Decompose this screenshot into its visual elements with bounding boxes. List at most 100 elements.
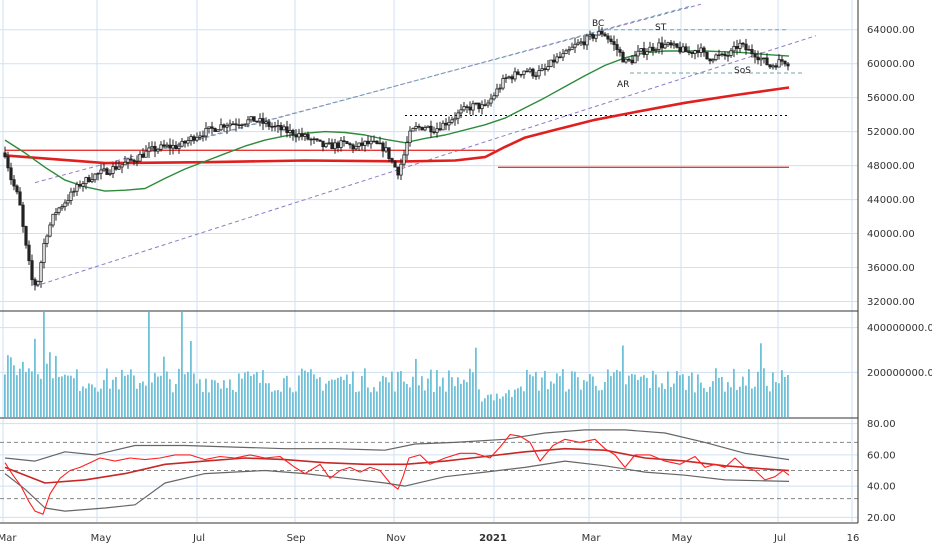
candle-body	[120, 164, 124, 168]
volume-bar	[145, 385, 147, 417]
volume-bar	[196, 383, 198, 417]
candle-body	[102, 168, 106, 171]
candle-body	[471, 103, 475, 111]
candle-body	[549, 59, 553, 67]
volume-bar	[370, 392, 372, 417]
candle-body	[99, 169, 103, 174]
volume-bar	[154, 372, 156, 417]
candle-body	[57, 207, 61, 213]
candle-body	[33, 279, 37, 286]
volume-bar	[16, 375, 18, 417]
volume-bar	[424, 390, 426, 417]
candle-body	[597, 31, 601, 36]
volume-bar	[634, 374, 636, 417]
volume-bar	[277, 389, 279, 417]
candle-body	[378, 142, 382, 145]
volume-bar	[97, 391, 99, 417]
candle-body	[48, 224, 52, 237]
volume-bar	[334, 379, 336, 417]
candle-body	[777, 59, 781, 68]
volume-bar	[505, 393, 507, 417]
candle-body	[360, 142, 364, 146]
volume-bar	[160, 375, 162, 417]
volume-bar	[298, 375, 300, 417]
volume-bar	[427, 378, 429, 417]
candle-body	[150, 146, 154, 149]
candle-body	[711, 59, 715, 62]
candle-body	[537, 70, 541, 77]
volume-bar	[325, 383, 327, 417]
candle-body	[726, 55, 730, 57]
candle-body	[552, 59, 556, 63]
candle-body	[630, 59, 634, 64]
price-tick-label: 64000.00	[867, 25, 915, 36]
volume-bar	[55, 355, 57, 417]
volume-bar	[625, 384, 627, 417]
volume-bar	[322, 390, 324, 417]
volume-bar	[778, 383, 780, 417]
volume-bar	[85, 388, 87, 417]
candle-body	[336, 142, 340, 148]
volume-bar	[409, 387, 411, 417]
x-tick-label: May	[672, 533, 693, 544]
candle-body	[258, 118, 262, 122]
volume-bar	[697, 374, 699, 417]
candle-body	[66, 200, 70, 204]
candle-body	[453, 117, 457, 121]
candle-body	[450, 119, 454, 123]
x-tick-label: Jul	[773, 533, 786, 544]
volume-bar	[337, 377, 339, 417]
volume-bar	[544, 370, 546, 417]
volume-bar	[253, 374, 255, 417]
volume-bar	[100, 388, 102, 417]
volume-bar	[184, 374, 186, 417]
volume-bar	[547, 389, 549, 417]
volume-bar	[274, 390, 276, 417]
candle-body	[474, 102, 478, 105]
rsi-tick-label: 40.00	[867, 482, 896, 493]
volume-bar	[595, 385, 597, 417]
rsi-y-axis: 80.00 60.00 40.00 20.00	[867, 419, 896, 524]
wyckoff-annotations: BC ST AR SoS	[592, 19, 751, 90]
volume-bar	[205, 378, 207, 417]
candle-body	[108, 172, 112, 175]
candle-body	[69, 191, 73, 201]
volume-bar	[691, 372, 693, 417]
price-tick-label: 44000.00	[867, 195, 915, 206]
volume-bar	[724, 391, 726, 417]
candle-body	[444, 122, 448, 126]
volume-bar	[379, 381, 381, 417]
volume-bar	[388, 382, 390, 417]
candle-body	[753, 53, 757, 58]
candle-body	[192, 136, 196, 141]
candle-body	[306, 134, 310, 140]
volume-bar	[667, 371, 669, 417]
candle-body	[147, 147, 151, 152]
candle-body	[543, 68, 547, 70]
volume-bar	[526, 369, 528, 417]
volume-bar	[103, 379, 105, 417]
volume-bar	[223, 380, 225, 417]
candle-body	[699, 47, 703, 53]
candle-body	[24, 226, 28, 246]
volume-bar	[478, 389, 480, 417]
rsi-band-upper	[4, 429, 790, 462]
candle-body	[300, 133, 304, 137]
volume-bar	[523, 391, 525, 417]
volume-bar	[763, 368, 765, 417]
volume-bar	[679, 375, 681, 417]
volume-bar	[637, 379, 639, 417]
volume-bar	[4, 374, 6, 417]
candle-body	[666, 42, 670, 46]
volume-bar	[385, 377, 387, 417]
volume-bar	[517, 388, 519, 417]
volume-bar	[736, 390, 738, 417]
candle-body	[546, 66, 550, 70]
volume-bar	[229, 379, 231, 417]
candle-body	[582, 41, 586, 46]
volume-bar	[463, 379, 465, 417]
candle-body	[555, 56, 559, 63]
candle-body	[678, 46, 682, 53]
candle-body	[519, 73, 523, 76]
